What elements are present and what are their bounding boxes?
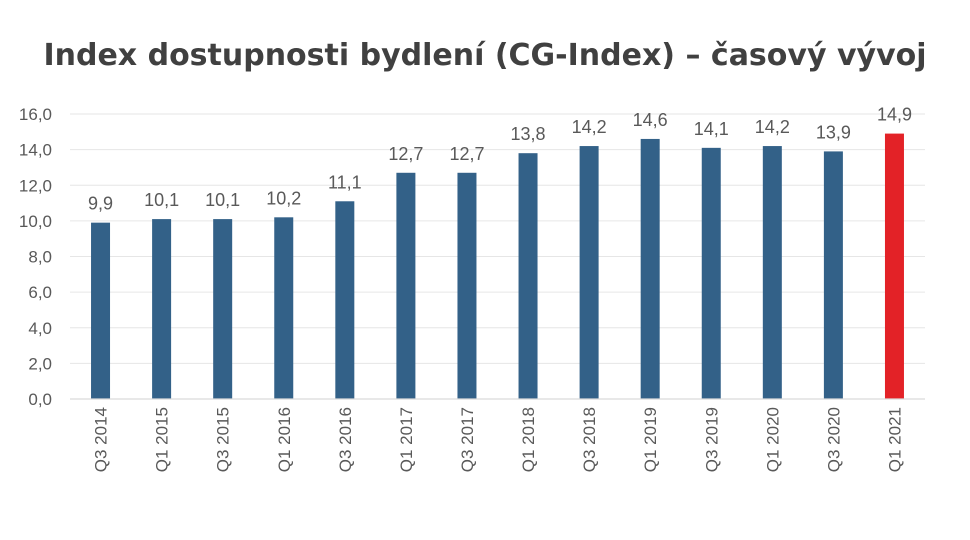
x-tick-label: Q1 2021 — [885, 407, 904, 472]
data-label: 13,9 — [816, 122, 851, 142]
x-tick-label: Q3 2020 — [824, 407, 843, 472]
data-label: 13,8 — [511, 124, 546, 144]
data-label: 14,1 — [694, 119, 729, 139]
data-label: 14,6 — [633, 110, 668, 130]
data-label: 12,7 — [388, 144, 423, 164]
gridlines — [70, 113, 925, 364]
y-tick-label: 0,0 — [28, 390, 52, 409]
x-tick-label: Q3 2016 — [336, 407, 355, 472]
x-tick-label: Q1 2017 — [397, 407, 416, 472]
bars — [91, 133, 904, 399]
data-label: 11,1 — [328, 172, 362, 192]
bar — [518, 153, 538, 399]
data-label: 14,2 — [755, 117, 790, 137]
bar — [823, 151, 843, 399]
data-label: 10,2 — [266, 188, 301, 208]
bar — [762, 146, 782, 399]
data-label: 10,1 — [144, 190, 179, 210]
x-axis: Q3 2014 Q1 2015 Q3 2015 Q1 2016 Q3 2016 Q1 20… — [70, 398, 925, 472]
bar — [213, 219, 233, 399]
x-tick-label: Q1 2019 — [641, 407, 660, 472]
x-tick-label: Q3 2015 — [214, 407, 233, 472]
x-tick-label: Q1 2016 — [275, 407, 294, 472]
bar — [579, 146, 599, 399]
bar — [335, 201, 355, 399]
data-label: 10,1 — [205, 190, 240, 210]
y-tick-label: 14,0 — [19, 141, 52, 160]
y-tick-label: 12,0 — [19, 176, 52, 195]
y-tick-label: 6,0 — [28, 283, 52, 302]
x-tick-label: Q3 2017 — [458, 407, 477, 472]
bar — [884, 133, 904, 399]
x-tick-label: Q1 2020 — [763, 407, 782, 472]
data-label: 12,7 — [449, 144, 484, 164]
bar — [457, 172, 477, 399]
y-tick-label: 16,0 — [19, 105, 52, 124]
bar — [152, 219, 172, 399]
y-tick-label: 8,0 — [28, 248, 52, 267]
x-tick-label: Q1 2018 — [519, 407, 538, 472]
x-tick-label: Q3 2019 — [702, 407, 721, 472]
data-label: 14,2 — [572, 117, 607, 137]
data-label: 9,9 — [88, 194, 113, 214]
x-tick-label: Q3 2014 — [92, 407, 111, 472]
bar — [91, 222, 111, 399]
y-tick-label: 4,0 — [28, 319, 52, 338]
bar — [640, 138, 660, 399]
chart-title: Index dostupnosti bydlení (CG-Index) – č… — [43, 38, 927, 73]
y-tick-label: 10,0 — [19, 212, 52, 231]
data-label: 14,9 — [877, 105, 912, 125]
y-tick-label: 2,0 — [28, 354, 52, 373]
data-labels: 9,9 10,1 10,1 10,2 11,1 12,7 12,7 13,8 14,2 14,6 1… — [88, 105, 912, 214]
x-tick-label: Q1 2015 — [153, 407, 172, 472]
bar — [396, 172, 416, 399]
bar — [274, 217, 294, 399]
bar — [701, 147, 721, 399]
x-tick-label: Q3 2018 — [580, 407, 599, 472]
y-axis: 0,0 2,0 4,0 6,0 8,0 10,0 12,0 14,0 16,0 — [19, 105, 52, 409]
